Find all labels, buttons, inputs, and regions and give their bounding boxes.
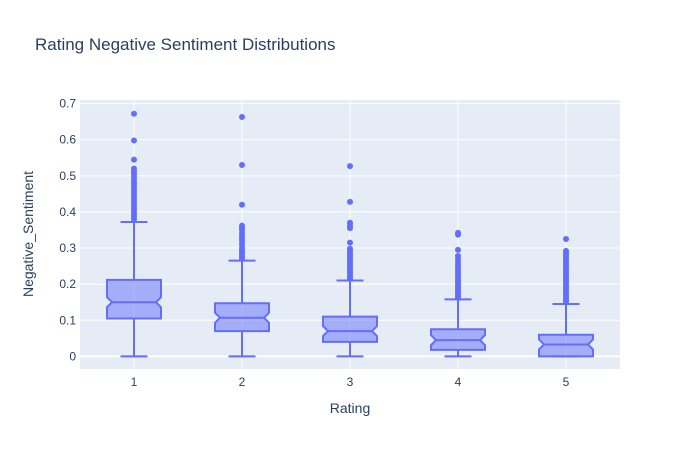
outlier-point	[239, 161, 245, 168]
box-group-rating-4	[430, 229, 486, 358]
x-tick-label: 4	[455, 375, 462, 389]
iqr-box	[538, 333, 594, 358]
box-group-rating-1	[106, 110, 162, 358]
outlier-point	[347, 245, 353, 252]
y-tick-label: 0.7	[59, 97, 76, 111]
chart-title: Rating Negative Sentiment Distributions	[35, 35, 335, 54]
outlier-point	[347, 219, 353, 226]
x-tick-label: 5	[563, 375, 570, 389]
outlier-point	[455, 229, 461, 236]
outlier-point	[455, 252, 461, 259]
y-tick-label: 0	[69, 349, 76, 363]
outlier-point	[239, 113, 245, 120]
y-tick-label: 0.5	[59, 169, 76, 183]
box-group-rating-3	[322, 163, 378, 358]
y-tick-label: 0.6	[59, 133, 76, 147]
y-tick-label: 0.3	[59, 241, 76, 255]
x-tick-label: 3	[347, 375, 354, 389]
outlier-point	[347, 239, 353, 246]
x-axis-title: Rating	[330, 400, 370, 416]
y-tick-label: 0.1	[59, 313, 76, 327]
box-series	[106, 110, 594, 358]
outlier-point	[131, 165, 137, 172]
y-tick-labels: 0 0.1 0.2 0.3 0.4 0.5 0.6 0.7	[59, 97, 76, 364]
outlier-point	[563, 236, 569, 243]
iqr-box	[106, 278, 162, 320]
outlier-point	[239, 201, 245, 208]
outlier-point	[455, 246, 461, 253]
x-tick-label: 1	[131, 375, 138, 389]
outlier-point	[347, 198, 353, 205]
outlier-point	[131, 137, 137, 144]
x-tick-labels: 1 2 3 4 5	[131, 375, 570, 389]
y-tick-label: 0.4	[59, 205, 76, 219]
outlier-point	[563, 247, 569, 254]
outlier-point	[131, 110, 137, 117]
y-axis-title: Negative_Sentiment	[20, 171, 36, 297]
outlier-point	[347, 163, 353, 170]
iqr-box	[322, 315, 378, 343]
y-tick-label: 0.2	[59, 277, 76, 291]
box-group-rating-5	[538, 236, 594, 358]
outlier-point	[239, 222, 245, 229]
box-group-rating-2	[214, 113, 270, 358]
outlier-point	[131, 156, 137, 163]
x-tick-label: 2	[239, 375, 246, 389]
